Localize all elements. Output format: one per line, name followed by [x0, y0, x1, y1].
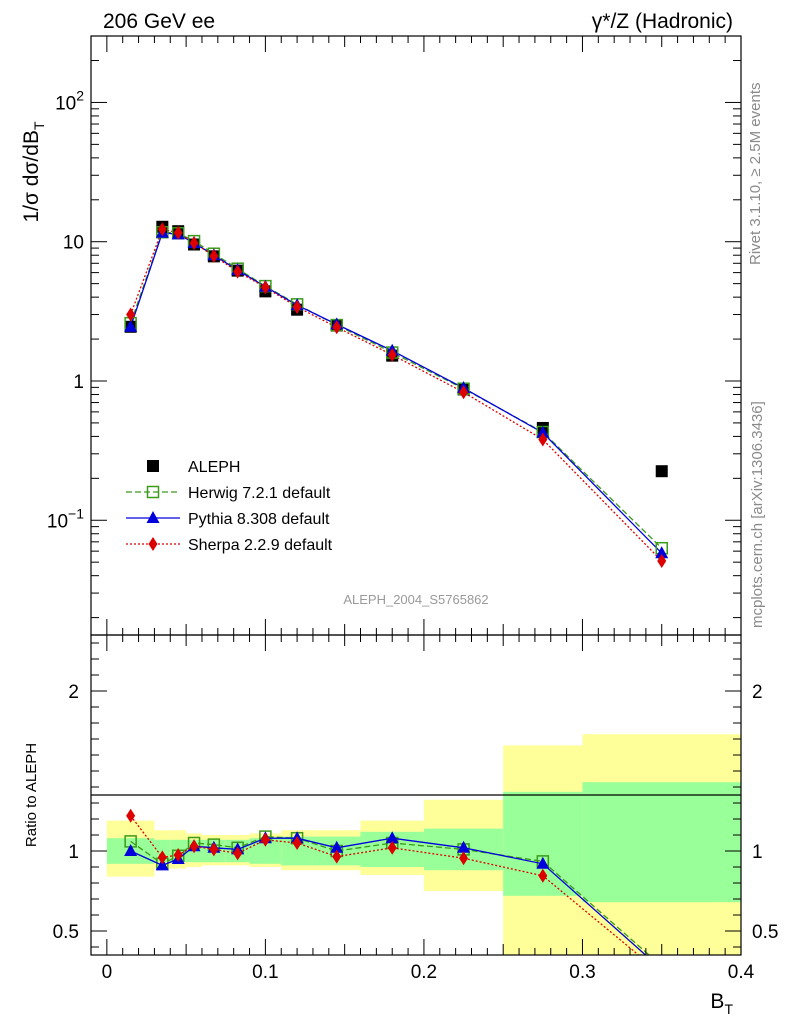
sherpa-ratio-point	[459, 851, 469, 866]
sherpa-ratio-point	[387, 840, 397, 855]
ratio-y-ticks: 0.5 0.5 1 1 2 2	[53, 642, 778, 948]
ratio-series-layer	[124, 808, 651, 955]
mcplots-label: mcplots.cern.ch [arXiv:1306.3436]	[749, 401, 766, 628]
legend-marker	[146, 485, 160, 499]
sherpa-ratio-point	[292, 836, 302, 850]
sherpa-point	[387, 347, 397, 362]
ratio-y-tick-label: 2	[68, 682, 79, 703]
sherpa-ratio-point	[157, 850, 167, 865]
legend-label: ALEPH	[188, 459, 240, 476]
sherpa-ratio-point	[233, 846, 243, 861]
aleph-point	[655, 465, 668, 478]
legend-label: Sherpa 2.2.9 default	[188, 537, 333, 554]
sherpa-point	[157, 222, 167, 237]
pythia-ratio-point	[385, 831, 399, 844]
x-tick-label: 0.4	[728, 962, 755, 983]
legend-marker	[146, 511, 160, 523]
sherpa-point	[292, 299, 302, 314]
ratio-y-tick-label-right: 0.5	[752, 922, 778, 943]
main-y-tick-label: 102	[55, 87, 84, 114]
pythia-point	[536, 425, 550, 438]
x-tick-label: 0.1	[252, 962, 278, 983]
pythia-ratio-point	[124, 844, 138, 856]
sherpa-point	[459, 385, 469, 400]
sherpa-point	[657, 553, 667, 568]
legend-label: Pythia 8.308 default	[188, 511, 330, 528]
sherpa-point	[189, 235, 199, 250]
sherpa-ratio-point	[173, 848, 183, 862]
rivet-label: Rivet 3.1.10, ≥ 2.5M events	[747, 83, 764, 266]
sherpa-point	[209, 248, 219, 263]
sherpa-point	[260, 280, 270, 295]
ratio-bands	[106, 734, 741, 955]
ratio-y-tick-label: 1	[68, 842, 79, 863]
sherpa-point	[126, 307, 136, 322]
sherpa-point	[332, 320, 342, 335]
ratio-y-axis-label: Ratio to ALEPH	[23, 743, 40, 847]
main-y-tick-labels: 10−1 1 10 102	[47, 87, 84, 532]
main-series-layer	[124, 220, 669, 568]
sherpa-point	[173, 225, 183, 240]
legend-marker	[147, 460, 159, 472]
pythia-ratio-point	[330, 840, 344, 853]
ratio-y-tick-label: 0.5	[53, 922, 79, 943]
x-tick-label: 0.3	[569, 962, 595, 983]
ratio-y-tick-label-right: 2	[752, 682, 763, 703]
main-y-tick-label: 1	[73, 372, 84, 393]
main-y-ticks	[91, 35, 741, 619]
ratio-inner-band	[582, 782, 741, 903]
sherpa-ratio-point	[126, 808, 136, 823]
pythia-line	[130, 232, 663, 554]
ratio-frame	[90, 634, 742, 956]
legend: ALEPH Herwig 7.2.1 default Pythia 8.308 de…	[126, 459, 333, 554]
sherpa-ratio-point	[260, 832, 270, 847]
x-ticks: 0 0.1 0.2 0.3 0.4	[102, 36, 755, 983]
main-y-tick-label: 10	[63, 233, 84, 254]
sherpa-point	[538, 432, 548, 447]
sherpa-ratio-point	[332, 849, 342, 864]
x-axis-label: BT	[710, 990, 733, 1017]
sherpa-ratio-point	[189, 839, 199, 854]
sherpa-ratio-point	[209, 842, 219, 857]
legend-marker	[148, 537, 158, 551]
sherpa-point	[233, 264, 243, 279]
pythia-ratio-point	[457, 840, 471, 853]
analysis-watermark: ALEPH_2004_S5765862	[343, 592, 488, 607]
pythia-point	[655, 546, 669, 559]
legend-label: Herwig 7.2.1 default	[188, 485, 331, 502]
x-tick-label: 0.2	[411, 962, 437, 983]
sherpa-ratio-point	[538, 868, 548, 883]
main-y-tick-label: 10−1	[47, 505, 84, 532]
ratio-panel: 0.5 0.51 12 2 0 0.1 0.2 0.3 0.4 Ratio to ALEPH …	[23, 36, 778, 1017]
header-left: 206 GeV ee	[103, 10, 215, 33]
main-panel: 10−1 1 10 102 1/σ dσ/dBT ALEPH_2004_S576586…	[20, 35, 742, 636]
pythia-point	[124, 319, 138, 332]
pythia-ratio-point	[536, 856, 550, 869]
x-tick-label: 0	[102, 962, 113, 983]
ratio-y-tick-label-right: 1	[752, 842, 763, 863]
header-right: γ*/Z (Hadronic)	[592, 10, 733, 33]
main-y-axis-label: 1/σ dσ/dBT	[20, 121, 47, 222]
